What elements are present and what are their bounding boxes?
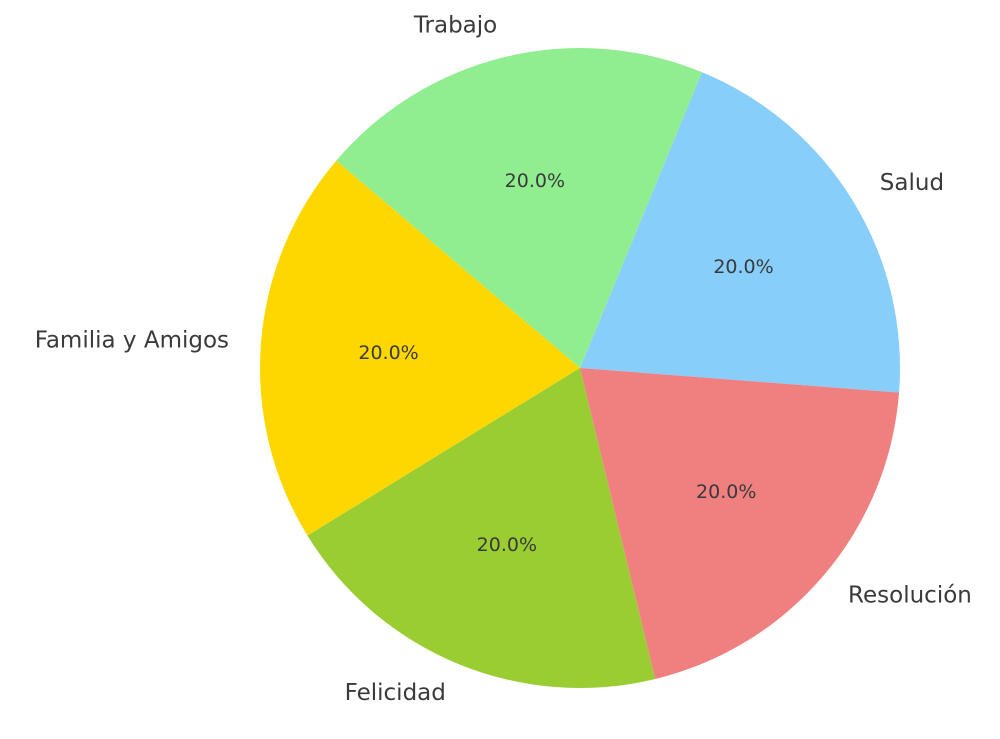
pie-slice-resolución	[580, 368, 900, 680]
slice-percent-label: 20.0%	[477, 534, 537, 556]
slice-label: Felicidad	[345, 680, 446, 706]
slice-label: Trabajo	[413, 12, 497, 38]
pie-slice-familia-y-amigos	[260, 160, 580, 536]
slice-percent-label: 20.0%	[713, 256, 773, 278]
slice-label: Familia y Amigos	[35, 327, 229, 353]
slice-percent-label: 20.0%	[505, 170, 565, 192]
slice-label: Resolución	[848, 583, 972, 609]
pie-slice-trabajo	[336, 48, 702, 368]
pie-slice-salud	[580, 72, 901, 393]
slice-percent-label: 20.0%	[696, 481, 756, 503]
pie-slice-felicidad	[307, 368, 656, 689]
slice-label: Salud	[880, 170, 944, 196]
slice-percent-label: 20.0%	[358, 342, 418, 364]
labels-layer: Salud 20.0% Trabajo 20.0% Familia y Amigos 20…	[35, 12, 972, 706]
slices-layer	[260, 48, 901, 689]
